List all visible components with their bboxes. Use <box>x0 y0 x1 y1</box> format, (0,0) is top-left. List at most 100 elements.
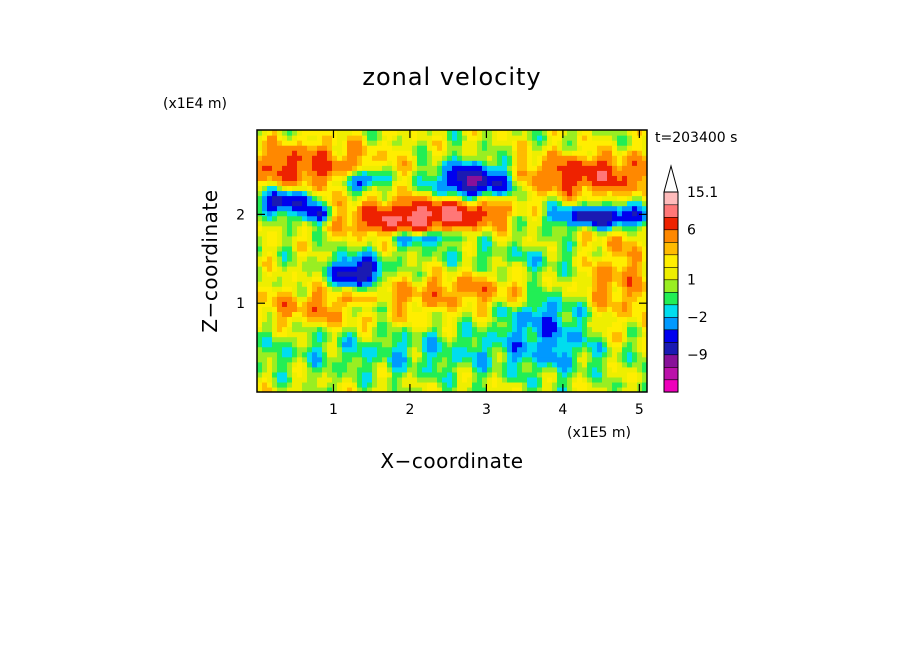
heatmap-cell <box>317 255 323 262</box>
heatmap-cell <box>442 190 448 197</box>
heatmap-cell <box>312 261 318 267</box>
heatmap-cell <box>612 195 618 202</box>
heatmap-cell <box>567 205 573 212</box>
heatmap-cell <box>347 150 353 156</box>
heatmap-cell <box>332 346 338 353</box>
heatmap-cell <box>397 281 403 287</box>
heatmap-cell <box>642 266 647 272</box>
heatmap-cell <box>502 170 508 176</box>
heatmap-cell <box>577 180 583 187</box>
heatmap-cell <box>352 281 358 287</box>
heatmap-cell <box>302 140 308 146</box>
heatmap-cell <box>507 190 513 197</box>
heatmap-cell <box>582 195 588 202</box>
heatmap-cell <box>372 386 378 392</box>
heatmap-cell <box>482 200 488 207</box>
heatmap-cell <box>322 261 328 267</box>
heatmap-cell <box>507 316 513 323</box>
heatmap-cell <box>362 266 368 272</box>
heatmap-cell <box>297 276 303 282</box>
heatmap-cell <box>287 215 293 222</box>
heatmap-cell <box>622 215 628 222</box>
heatmap-cell <box>527 331 533 338</box>
heatmap-cell <box>427 341 433 348</box>
heatmap-cell <box>382 135 388 141</box>
heatmap-cell <box>507 376 513 383</box>
heatmap-cell <box>332 356 338 363</box>
heatmap-cell <box>302 245 308 252</box>
heatmap-cell <box>562 215 568 222</box>
heatmap-cell <box>502 291 508 297</box>
heatmap-cell <box>447 271 453 277</box>
heatmap-cell <box>577 155 583 161</box>
heatmap-cell <box>447 321 453 328</box>
heatmap-cell <box>607 321 613 328</box>
colorbar-frame <box>663 191 679 393</box>
heatmap-cell <box>597 200 603 207</box>
heatmap-cell <box>272 311 278 318</box>
heatmap-cell <box>492 235 498 242</box>
heatmap-cell <box>367 286 373 292</box>
heatmap-cell <box>377 135 383 141</box>
heatmap-cell <box>487 240 493 247</box>
heatmap-cell <box>372 185 378 192</box>
heatmap-cell <box>557 291 563 297</box>
heatmap-cell <box>282 336 288 343</box>
heatmap-cell <box>452 135 458 141</box>
heatmap-cell <box>487 140 493 146</box>
heatmap-cell <box>407 185 413 192</box>
heatmap-cell <box>347 195 353 202</box>
heatmap-cell <box>257 225 263 232</box>
heatmap-cell <box>287 220 293 227</box>
heatmap-cell <box>392 240 398 247</box>
heatmap-cell <box>277 281 283 287</box>
heatmap-cell <box>532 255 538 262</box>
heatmap-cell <box>587 316 593 323</box>
heatmap-cell <box>492 331 498 338</box>
heatmap-cell <box>422 220 428 227</box>
heatmap-cell <box>557 130 563 136</box>
heatmap-cell <box>377 150 383 156</box>
heatmap-cell <box>432 140 438 146</box>
heatmap-cell <box>367 371 373 378</box>
heatmap-cell <box>362 321 368 328</box>
heatmap-cell <box>287 235 293 242</box>
heatmap-cell <box>402 225 408 232</box>
heatmap-cell <box>492 381 498 388</box>
heatmap-cell <box>527 245 533 252</box>
heatmap-cell <box>322 240 328 247</box>
heatmap-cell <box>317 316 323 323</box>
heatmap-cell <box>552 235 558 242</box>
heatmap-cell <box>257 150 263 156</box>
heatmap-cell <box>507 165 513 171</box>
heatmap-cell <box>272 341 278 348</box>
heatmap-cell <box>312 276 318 282</box>
heatmap-cell <box>582 336 588 343</box>
heatmap-cell <box>257 261 263 267</box>
heatmap-cell <box>292 381 298 388</box>
heatmap-cell <box>572 341 578 348</box>
heatmap-cell <box>342 250 348 257</box>
heatmap-cell <box>432 200 438 207</box>
heatmap-cell <box>362 155 368 161</box>
heatmap-cell <box>402 276 408 282</box>
heatmap-cell <box>357 381 363 388</box>
heatmap-cell <box>322 341 328 348</box>
heatmap-cell <box>297 316 303 323</box>
heatmap-cell <box>617 200 623 207</box>
heatmap-cell <box>382 381 388 388</box>
heatmap-cell <box>427 190 433 197</box>
heatmap-cell <box>467 336 473 343</box>
heatmap-cell <box>327 386 333 392</box>
heatmap-cell <box>522 281 528 287</box>
heatmap-cell <box>602 376 608 383</box>
heatmap-cell <box>277 175 283 181</box>
heatmap-cell <box>442 366 448 373</box>
heatmap-cell <box>542 356 548 363</box>
heatmap-cell <box>612 135 618 141</box>
heatmap-cell <box>577 230 583 237</box>
heatmap-cell <box>562 235 568 242</box>
heatmap-cell <box>642 356 647 363</box>
heatmap-cell <box>372 311 378 318</box>
heatmap-cell <box>297 301 303 307</box>
